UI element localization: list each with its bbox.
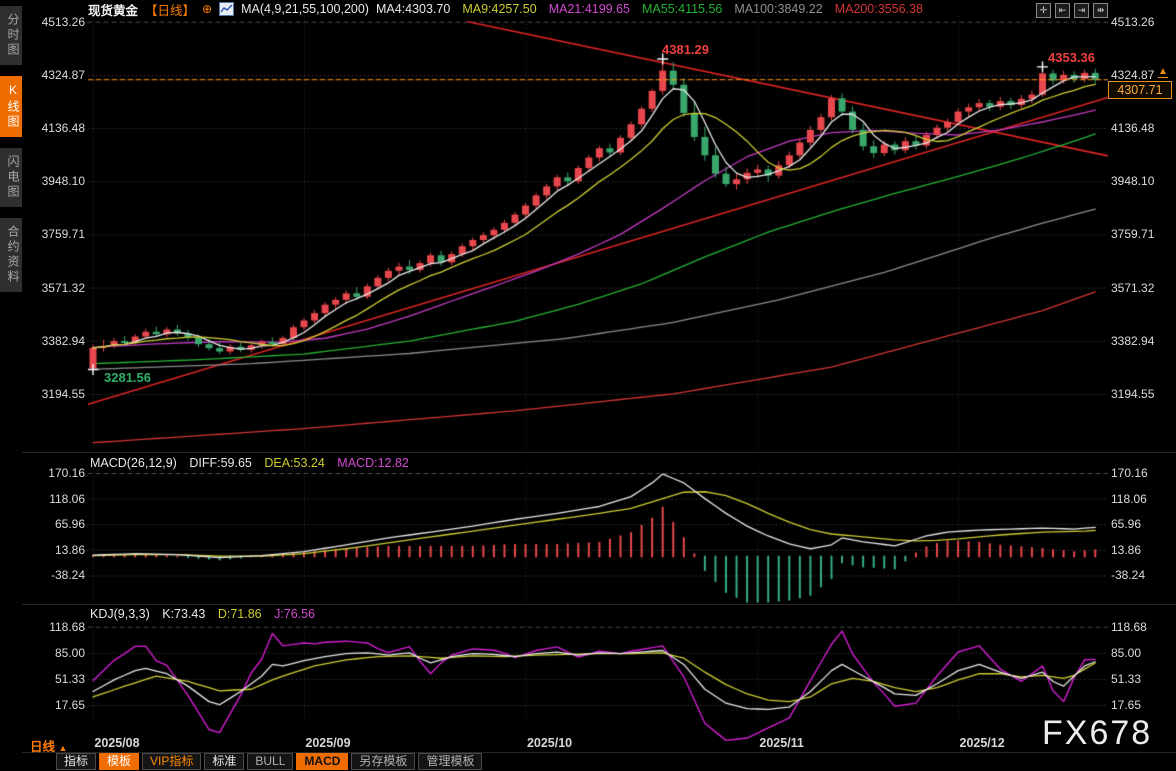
ma-legend-item[interactable]: MA100:3849.22	[734, 2, 823, 16]
scale-left-icon[interactable]: ⇤	[1055, 3, 1070, 18]
price-axis-label: 3571.32	[41, 280, 85, 295]
price-axis-label: 4513.26	[41, 14, 85, 29]
xaxis-date-label: 2025/10	[526, 736, 573, 750]
collapse-panel-icon[interactable]: ⇻	[1093, 3, 1108, 18]
xaxis-date-label: 2025/08	[94, 736, 140, 750]
macd-title[interactable]: MACD(26,12,9)	[90, 456, 177, 470]
indicator-axis-label: 51.33	[54, 671, 85, 686]
last-price-box: 4307.71	[1108, 81, 1172, 99]
indicator-axis-label: 17.65	[1111, 698, 1142, 712]
price-axis-label: 3759.71	[1111, 227, 1155, 242]
indicator-axis-label: -38.24	[1111, 568, 1146, 583]
macd-dea-value: DEA:53.24	[264, 456, 325, 470]
scale-right-icon[interactable]: ⇥	[1074, 3, 1089, 18]
scroll-to-latest-icon[interactable]: ▲	[1158, 66, 1168, 78]
tab-2[interactable]: 模板	[99, 753, 140, 770]
price-axis-label: 4136.48	[1111, 121, 1155, 136]
indicator-axis-label: 17.65	[54, 698, 85, 712]
macd-diff-value: DIFF:59.65	[189, 456, 252, 470]
sidebar-item-4[interactable]: 合约资料	[0, 218, 22, 292]
tab-5[interactable]: BULL	[247, 753, 294, 770]
tab-8[interactable]: 管理模板	[418, 753, 483, 770]
chart-header: 现货黄金 【日线】 ⊕ MA(4,9,21,55,100,200) MA4:43…	[88, 1, 923, 18]
kdj-d-value: D:71.86	[217, 607, 262, 621]
macd-caption-row: MACD(26,12,9) DIFF:59.65 DEA:53.24 MACD:…	[90, 456, 418, 470]
symbol-title: 现货黄金	[88, 3, 139, 18]
price-axis-label: 4324.87	[1111, 67, 1155, 82]
indicator-axis-label: 13.86	[1111, 542, 1142, 557]
indicator-axis-label: 65.96	[1111, 517, 1142, 532]
kdj-title[interactable]: KDJ(9,3,3)	[90, 607, 150, 621]
indicator-axis-label: 85.00	[54, 645, 85, 660]
panel-separator	[22, 752, 1176, 753]
price-axis-label: 3571.32	[1111, 280, 1155, 295]
price-axis-label: 3194.55	[41, 387, 85, 401]
xaxis-date-label: 2025/11	[759, 736, 804, 750]
tab-7[interactable]: 另存模板	[351, 753, 416, 770]
ma-legend-item[interactable]: MA55:4115.56	[642, 2, 723, 16]
mini-chart-logo-icon	[219, 2, 235, 16]
indicator-axis-label: 13.86	[54, 542, 85, 557]
sidebar-item-3[interactable]: 闪电图	[0, 148, 22, 207]
indicator-axis-label: 85.00	[1111, 645, 1142, 660]
add-indicator-icon[interactable]: ⊕	[202, 2, 213, 16]
indicator-axis-label: -38.24	[50, 568, 85, 583]
ma-legend: MA4:4303.70 MA9:4257.50 MA21:4199.65 MA55:4…	[376, 2, 923, 16]
price-annotation: 4353.36	[1048, 50, 1095, 65]
ma-legend-item[interactable]: MA9:4257.50	[462, 2, 537, 16]
indicator-axis-label: 51.33	[1111, 671, 1142, 686]
period-tag[interactable]: 【日线】	[145, 3, 196, 18]
price-annotation: 4381.29	[662, 42, 709, 57]
indicator-axis-label: 65.96	[54, 517, 85, 532]
macd-macd-value: MACD:12.82	[337, 456, 409, 470]
indicator-axis-label: 118.68	[1111, 619, 1147, 634]
indicator-axis-label: 118.68	[49, 619, 85, 634]
watermark: FX678	[1042, 714, 1153, 752]
price-axis-label: 4136.48	[41, 121, 85, 136]
tab-1[interactable]: 指标	[56, 753, 97, 770]
window-toolbar: ✛ ⇤ ⇥ ⇻	[1036, 3, 1108, 18]
indicator-axis-label: 170.16	[1111, 466, 1148, 480]
tab-4[interactable]: 标准	[204, 753, 245, 770]
price-axis-label: 3382.94	[41, 333, 85, 348]
chevron-up-icon: ▲	[58, 743, 68, 753]
xaxis-date-label: 2025/09	[305, 736, 351, 750]
period-label-text: 日线	[30, 740, 56, 754]
kdj-caption-row: KDJ(9,3,3) K:73.43 D:71.86 J:76.56	[90, 607, 324, 621]
kdj-k-value: K:73.43	[162, 607, 206, 621]
price-axis-label: 3382.94	[1111, 333, 1155, 348]
indicator-axis-label: 118.06	[1111, 491, 1147, 506]
tab-6[interactable]: MACD	[296, 753, 349, 770]
sidebar-item-1[interactable]: 分时图	[0, 6, 22, 65]
ma-legend-item[interactable]: MA21:4199.65	[548, 2, 630, 16]
ma-legend-item[interactable]: MA4:4303.70	[375, 2, 451, 16]
price-axis-label: 3194.55	[1111, 387, 1155, 401]
move-icon[interactable]: ✛	[1036, 3, 1051, 18]
sidebar-item-2[interactable]: K线图	[0, 76, 22, 137]
ma-settings-label[interactable]: MA(4,9,21,55,100,200)	[241, 2, 369, 16]
tab-3[interactable]: VIP指标	[142, 753, 202, 770]
kdj-j-value: J:76.56	[274, 607, 316, 621]
price-annotation: 3281.56	[104, 370, 151, 385]
indicator-axis-label: 170.16	[48, 466, 85, 480]
xaxis-date-label: 2025/12	[959, 736, 1005, 750]
price-axis-label: 4513.26	[1111, 14, 1155, 29]
price-axis-label: 4324.87	[41, 67, 85, 82]
price-axis-label: 3759.71	[41, 227, 85, 242]
ma-legend-item[interactable]: MA200:3556.38	[834, 2, 923, 16]
bottom-tabbar: 指标 模板 VIP指标 标准 BULL MACD 另存模板 管理模板	[56, 753, 483, 770]
indicator-axis-label: 118.06	[49, 491, 85, 506]
left-sidebar: 分时图 K线图闪电图合约资料	[0, 0, 22, 771]
panel-separator	[22, 604, 1176, 605]
price-axis-label: 3948.10	[41, 174, 85, 189]
period-selector[interactable]: 日线 ▲	[30, 736, 67, 755]
panel-separator	[22, 452, 1176, 453]
price-axis-label: 3948.10	[1111, 174, 1155, 189]
